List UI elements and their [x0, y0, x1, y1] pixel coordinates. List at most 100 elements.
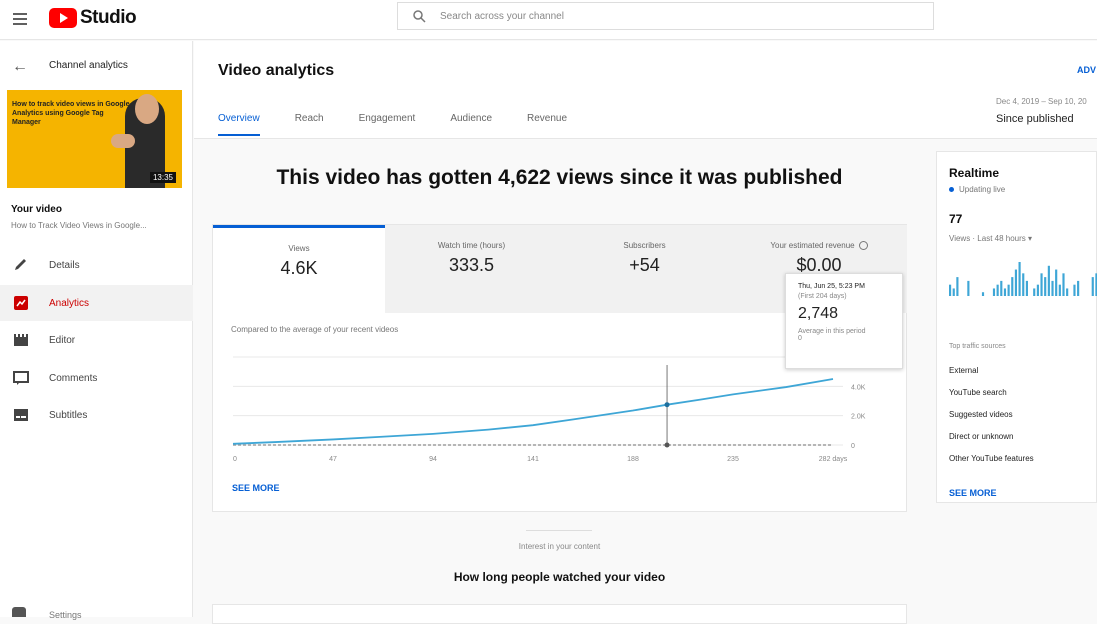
realtime-bar	[1033, 288, 1036, 296]
tooltip-value: 2,748	[798, 305, 839, 322]
views-series-line	[232, 378, 834, 445]
search-placeholder: Search across your channel	[440, 10, 564, 22]
realtime-title: Realtime	[949, 166, 1000, 180]
interest-label: Interest in your content	[518, 542, 601, 551]
metric-label: Views	[288, 244, 310, 253]
compare-text: Compared to the average of your recent v…	[231, 325, 399, 334]
sidebar-item-label: Details	[49, 259, 80, 271]
y-tick-label: 2.0K	[851, 414, 866, 421]
x-tick-label: 141	[527, 456, 539, 463]
your-video-label: Your video	[11, 204, 62, 215]
chart-tooltip: Thu, Jun 25, 5:23 PM (First 204 days) 2,…	[785, 273, 903, 369]
sidebar-item-label: Editor	[49, 334, 76, 346]
search-icon	[413, 10, 426, 23]
sidebar-item-comments[interactable]: Comments	[0, 360, 193, 396]
info-icon[interactable]	[858, 241, 868, 251]
realtime-bar	[1040, 273, 1043, 296]
realtime-bar	[1018, 262, 1021, 296]
right-panel: Realtime Updating live 77 Views · Last 4…	[924, 139, 1097, 617]
top-bar: Studio Search across your channel	[0, 0, 1097, 40]
advanced-mode-button[interactable]: ADV	[1077, 65, 1097, 75]
settings-label[interactable]: Settings	[49, 610, 82, 620]
tab-revenue[interactable]: Revenue	[527, 113, 568, 124]
youtube-logo-icon	[49, 8, 77, 28]
tab-audience[interactable]: Audience	[450, 113, 493, 124]
realtime-bar	[1095, 273, 1097, 296]
traffic-source-item: YouTube search	[949, 388, 1007, 397]
realtime-bar	[1044, 277, 1047, 296]
realtime-bar	[981, 292, 985, 296]
views-line-chart[interactable]: 0 2.0K 4.0K 0 47 94 141 188 235 282 days	[213, 335, 908, 465]
date-range[interactable]: Dec 4, 2019 – Sep 10, 20	[996, 97, 1087, 106]
traffic-source-item: Other YouTube features	[949, 454, 1034, 463]
sidebar-item-label: Comments	[49, 372, 98, 384]
sidebar-item-analytics[interactable]: Analytics	[0, 285, 193, 321]
main-content: Video analytics Overview Reach Engagemen…	[194, 41, 1097, 624]
metric-value: 333.5	[448, 255, 495, 275]
realtime-bar	[949, 284, 952, 296]
overview-card: Views 4.6K Watch time (hours) 333.5 Subs…	[212, 224, 907, 512]
section-title: How long people watched your video	[453, 570, 666, 584]
video-thumbnail[interactable]: How to track video views in Google Analy…	[7, 90, 182, 188]
realtime-bar	[1000, 280, 1003, 296]
tab-overview[interactable]: Overview	[218, 113, 260, 136]
sidebar-item-details[interactable]: Details	[0, 247, 193, 283]
channel-analytics-link[interactable]: Channel analytics	[49, 60, 128, 71]
realtime-bar	[952, 288, 955, 296]
realtime-see-more-link[interactable]: SEE MORE	[949, 488, 997, 498]
video-title: How to Track Video Views in Google...	[11, 221, 147, 230]
realtime-bar	[1036, 284, 1039, 296]
page-header: Video analytics Overview Reach Engagemen…	[194, 41, 1097, 139]
realtime-views-value: 77	[949, 212, 963, 226]
realtime-bar	[967, 280, 970, 296]
metric-label-text: Your estimated revenue	[770, 241, 855, 250]
realtime-bar	[1007, 284, 1010, 296]
realtime-bar	[1025, 280, 1028, 296]
metric-label: Watch time (hours)	[437, 241, 506, 250]
views-headline: This video has gotten 4,622 views since …	[276, 166, 843, 189]
studio-logo[interactable]: Studio	[49, 7, 137, 29]
settings-gear-icon[interactable]	[12, 607, 26, 617]
tooltip-subtitle: (First 204 days)	[798, 293, 847, 300]
metric-label: Subscribers	[623, 241, 666, 250]
realtime-bar	[1073, 284, 1076, 296]
x-tick-label: 282 days	[819, 456, 848, 463]
tab-engagement[interactable]: Engagement	[358, 113, 416, 124]
metric-views[interactable]: Views 4.6K	[213, 225, 385, 313]
realtime-bar	[1066, 288, 1069, 296]
sidebar-item-editor[interactable]: Editor	[0, 322, 193, 358]
search-input[interactable]: Search across your channel	[397, 2, 934, 30]
realtime-bar	[1051, 280, 1054, 296]
x-tick-label: 235	[727, 456, 739, 463]
traffic-sources-title: Top traffic sources	[949, 343, 1006, 350]
menu-icon[interactable]	[13, 13, 27, 25]
back-arrow-icon[interactable]: ←	[12, 58, 28, 75]
metric-label: Your estimated revenue	[731, 241, 907, 251]
realtime-card: Realtime Updating live 77 Views · Last 4…	[936, 151, 1097, 503]
realtime-bar-chart[interactable]	[949, 262, 1097, 298]
divider	[526, 530, 592, 531]
realtime-bar	[1014, 269, 1018, 296]
analytics-tabs: Overview Reach Engagement Audience Reven…	[218, 113, 602, 136]
presenter-hand	[111, 134, 135, 148]
page-title: Video analytics	[218, 62, 335, 79]
see-more-link[interactable]: SEE MORE	[232, 483, 280, 493]
metric-subscribers[interactable]: Subscribers +54	[558, 225, 731, 313]
film-icon	[14, 334, 28, 346]
tab-reach[interactable]: Reach	[294, 113, 324, 124]
realtime-bar	[1055, 269, 1058, 296]
sidebar-item-subtitles[interactable]: Subtitles	[0, 397, 193, 433]
realtime-period-select[interactable]: Views · Last 48 hours ▾	[949, 234, 1033, 243]
metric-watch-time[interactable]: Watch time (hours) 333.5	[385, 225, 558, 313]
live-status: Updating live	[949, 185, 1005, 194]
x-tick-label: 188	[627, 456, 639, 463]
comments-icon	[13, 371, 29, 385]
y-tick-label: 4.0K	[851, 384, 866, 391]
analytics-icon	[14, 296, 28, 310]
realtime-bar	[1077, 280, 1080, 296]
y-tick-label: 0	[851, 443, 855, 450]
thumbnail-title: How to track video views in Google Analy…	[12, 101, 130, 126]
hover-point	[664, 402, 670, 408]
tooltip-average-label: Average in this period	[798, 328, 866, 335]
date-period-select[interactable]: Since published	[996, 113, 1074, 125]
